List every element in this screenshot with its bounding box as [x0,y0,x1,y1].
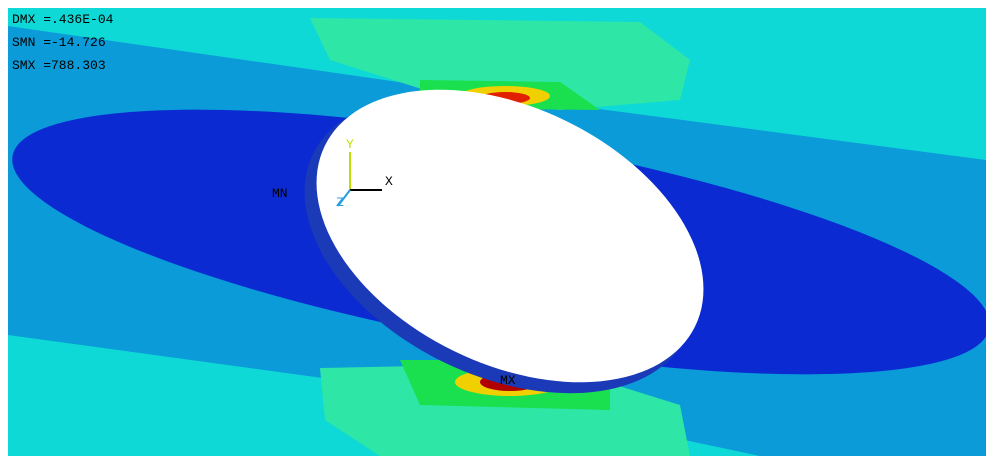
x-label: X [385,174,393,189]
min-label: MN [272,186,288,201]
contour-plot: DMX =.436E-04 SMN =-14.726 SMX =788.303 … [0,0,994,464]
smx-text: SMX =788.303 [12,58,106,73]
contour-field [0,8,994,456]
smn-text: SMN =-14.726 [12,35,106,50]
max-label: MX [500,373,516,388]
dmx-text: DMX =.436E-04 [12,12,114,27]
y-label: Y [346,137,354,152]
z-label: Z [336,195,344,210]
